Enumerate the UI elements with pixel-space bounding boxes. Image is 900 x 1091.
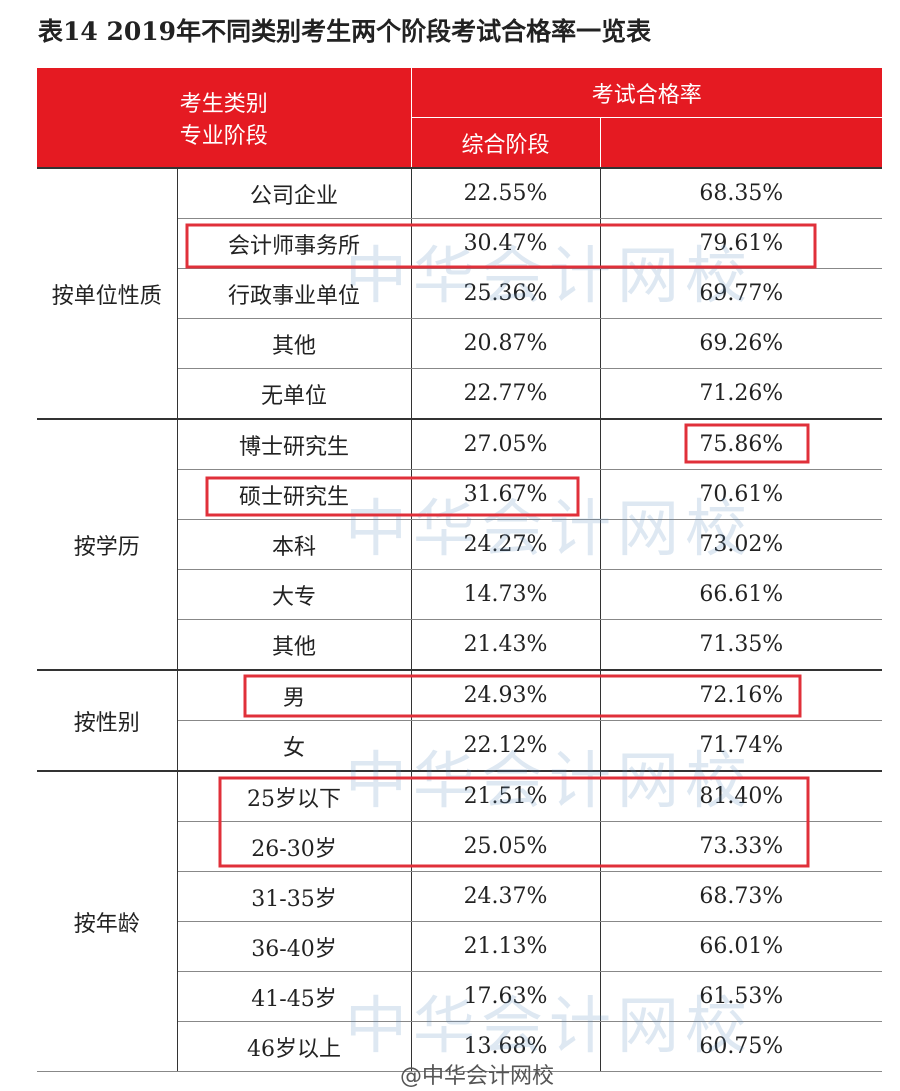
category-header: 考生类别 专业阶段	[37, 68, 412, 169]
table-row: 其他 20.87% 69.26%	[37, 318, 883, 369]
highlight-box	[185, 223, 817, 269]
professional-rate: 66.01%	[600, 921, 883, 972]
comprehensive-rate: 24.37%	[411, 871, 601, 922]
group-cell: 按学历	[37, 418, 178, 671]
category-cell: 31-35岁	[177, 871, 412, 922]
category-cell: 41-45岁	[177, 971, 412, 1022]
comprehensive-rate: 21.43%	[411, 619, 601, 671]
table-row: 按性别男 24.93% 72.16%	[37, 669, 883, 772]
category-cell: 其他	[177, 619, 412, 671]
professional-rate: 60.75%	[600, 1021, 883, 1072]
comprehensive-rate: 24.93%	[411, 669, 601, 721]
rate-header: 考试合格率	[411, 68, 883, 118]
comprehensive-rate: 30.47%	[411, 218, 601, 269]
comprehensive-rate: 25.05%	[411, 821, 601, 872]
table-row: 无单位 22.77% 71.26%	[37, 368, 883, 420]
professional-rate: 68.35%	[600, 167, 883, 219]
professional-rate: 70.61%	[600, 469, 883, 520]
highlight-box	[684, 423, 810, 464]
table-body: 考生类别 专业阶段 考试合格率 综合阶段 按单位性质 公司企业 22.55% 68.35…	[37, 68, 883, 1072]
table-row: 按单位性质 公司企业 22.55% 68.35%	[37, 167, 883, 420]
category-cell: 行政事业单位	[177, 268, 412, 319]
comprehensive-rate: 21.13%	[411, 921, 601, 972]
professional-rate: 66.61%	[600, 569, 883, 620]
comprehensive-rate: 27.05%	[411, 418, 601, 470]
professional-rate: 71.74%	[600, 720, 883, 772]
professional-rate: 73.02%	[600, 519, 883, 570]
watermark: 中华会计网校	[345, 744, 754, 817]
table-row: 26-30岁 25.05% 73.33%	[37, 821, 883, 872]
highlight-box	[205, 476, 580, 517]
category-cell: 大专	[177, 569, 412, 620]
professional-rate: 69.26%	[600, 318, 883, 369]
table-row: 女 22.12% 71.74%	[37, 720, 883, 772]
highlight-box	[243, 674, 802, 718]
table-row: 其他 21.43% 71.35%	[37, 619, 883, 671]
professional-rate: 68.73%	[600, 871, 883, 922]
category-cell: 其他	[177, 318, 412, 369]
group-cell: 按性别	[37, 669, 178, 772]
watermark: 中华会计网校	[345, 492, 754, 565]
table-row: 36-40岁 21.13% 66.01%	[37, 921, 883, 972]
group-cell: 按单位性质	[37, 167, 178, 420]
comprehensive-rate: 17.63%	[411, 971, 601, 1022]
professional-rate: 72.16%	[600, 669, 883, 721]
table-row: 会计师事务所 30.47% 79.61%	[37, 218, 883, 269]
comprehensive-rate: 20.87%	[411, 318, 601, 369]
category-cell: 36-40岁	[177, 921, 412, 972]
watermark: 中华会计网校	[345, 989, 754, 1062]
table-row: 31-35岁 24.37% 68.73%	[37, 871, 883, 922]
category-cell: 博士研究生	[177, 418, 412, 470]
category-cell: 女	[177, 720, 412, 772]
weibo-mark: @中华会计网校	[400, 1064, 555, 1089]
category-cell: 男	[177, 669, 412, 721]
highlight-box	[218, 776, 810, 868]
watermark: 中华会计网校	[345, 239, 754, 312]
professional-rate: 79.61%	[600, 218, 883, 269]
comprehensive-rate: 25.36%	[411, 268, 601, 319]
comprehensive-rate: 14.73%	[411, 569, 601, 620]
title: 表14 2019年不同类别考生两个阶段考试合格率一览表	[38, 17, 652, 46]
stage-label: 专业阶段	[179, 124, 268, 149]
comprehensive-rate: 22.77%	[411, 368, 601, 420]
table-row: 行政事业单位 25.36% 69.77%	[37, 268, 883, 319]
comprehensive-rate: 13.68%	[411, 1021, 601, 1072]
category-cell: 26-30岁	[177, 821, 412, 872]
professional-rate: 61.53%	[600, 971, 883, 1022]
professional-rate: 75.86%	[600, 418, 883, 470]
professional-rate: 71.35%	[600, 619, 883, 671]
table-row: 按学历 博士研究生 27.05% 75.86%	[37, 418, 883, 671]
category-cell: 公司企业	[177, 167, 412, 219]
empty-header	[600, 117, 883, 169]
table-row: 46岁以上 13.68% 60.75%	[37, 1021, 883, 1072]
professional-rate: 69.77%	[600, 268, 883, 319]
comprehensive-rate: 24.27%	[411, 519, 601, 570]
category-cell: 会计师事务所	[177, 218, 412, 269]
table-row: 大专 14.73% 66.61%	[37, 569, 883, 620]
category-label: 考生类别	[179, 92, 268, 117]
comprehensive-rate: 22.55%	[411, 167, 601, 219]
professional-rate: 73.33%	[600, 821, 883, 872]
category-cell: 46岁以上	[177, 1021, 412, 1072]
rate-table: 考生类别 专业阶段 考试合格率 综合阶段 按单位性质 公司企业 22.55% 68.35…	[37, 68, 883, 1072]
table-row: 41-45岁 17.63% 61.53%	[37, 971, 883, 1022]
group-cell: 按年龄	[37, 770, 178, 1072]
comprehensive-rate: 22.12%	[411, 720, 601, 772]
category-cell: 本科	[177, 519, 412, 570]
table-row: 本科 24.27% 73.02%	[37, 519, 883, 570]
category-cell: 无单位	[177, 368, 412, 420]
